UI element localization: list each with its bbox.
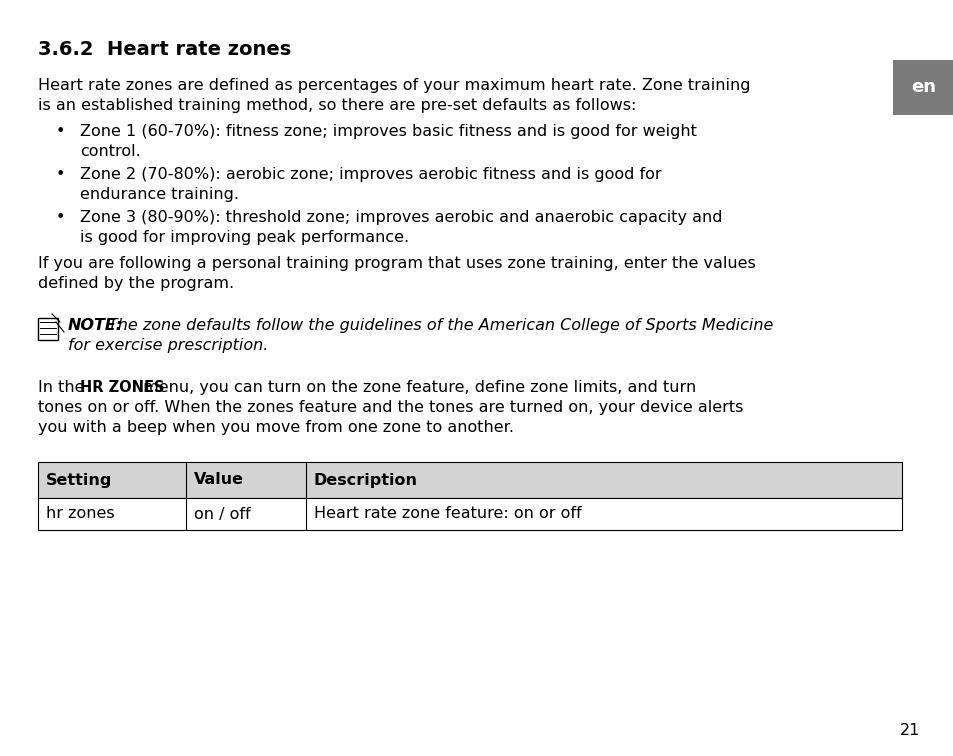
Text: •: • (56, 124, 66, 139)
Text: 3.6.2  Heart rate zones: 3.6.2 Heart rate zones (38, 40, 291, 59)
Text: hr zones: hr zones (46, 507, 114, 522)
Text: Zone 2 (70-80%): aerobic zone; improves aerobic fitness and is good for: Zone 2 (70-80%): aerobic zone; improves … (80, 167, 661, 182)
Text: •: • (56, 210, 66, 225)
Text: If you are following a personal training program that uses zone training, enter : If you are following a personal training… (38, 256, 755, 271)
Text: menu, you can turn on the zone feature, define zone limits, and turn: menu, you can turn on the zone feature, … (138, 380, 696, 395)
Text: •: • (56, 167, 66, 182)
Text: tones on or off. When the zones feature and the tones are turned on, your device: tones on or off. When the zones feature … (38, 400, 742, 415)
Text: In the: In the (38, 380, 90, 395)
Text: NOTE:: NOTE: (68, 318, 123, 333)
Text: Heart rate zones are defined as percentages of your maximum heart rate. Zone tra: Heart rate zones are defined as percenta… (38, 78, 750, 93)
Text: is an established training method, so there are pre-set defaults as follows:: is an established training method, so th… (38, 98, 636, 113)
Text: HR ZONES: HR ZONES (80, 380, 164, 395)
Text: Value: Value (193, 472, 244, 488)
Text: Setting: Setting (46, 472, 112, 488)
FancyBboxPatch shape (38, 462, 901, 498)
Text: you with a beep when you move from one zone to another.: you with a beep when you move from one z… (38, 420, 514, 435)
Text: for exercise prescription.: for exercise prescription. (68, 338, 268, 353)
Text: Zone 3 (80-90%): threshold zone; improves aerobic and anaerobic capacity and: Zone 3 (80-90%): threshold zone; improve… (80, 210, 721, 225)
FancyBboxPatch shape (892, 60, 953, 115)
Text: en: en (910, 79, 935, 97)
Text: 21: 21 (899, 723, 919, 738)
Text: The zone defaults follow the guidelines of the American College of Sports Medici: The zone defaults follow the guidelines … (108, 318, 773, 333)
Text: is good for improving peak performance.: is good for improving peak performance. (80, 230, 409, 245)
Text: Heart rate zone feature: on or off: Heart rate zone feature: on or off (314, 507, 581, 522)
FancyBboxPatch shape (38, 498, 901, 530)
Text: endurance training.: endurance training. (80, 187, 239, 202)
Text: control.: control. (80, 144, 141, 159)
Text: defined by the program.: defined by the program. (38, 276, 233, 291)
Text: Description: Description (314, 472, 417, 488)
Text: on / off: on / off (193, 507, 251, 522)
Text: Zone 1 (60-70%): fitness zone; improves basic fitness and is good for weight: Zone 1 (60-70%): fitness zone; improves … (80, 124, 696, 139)
